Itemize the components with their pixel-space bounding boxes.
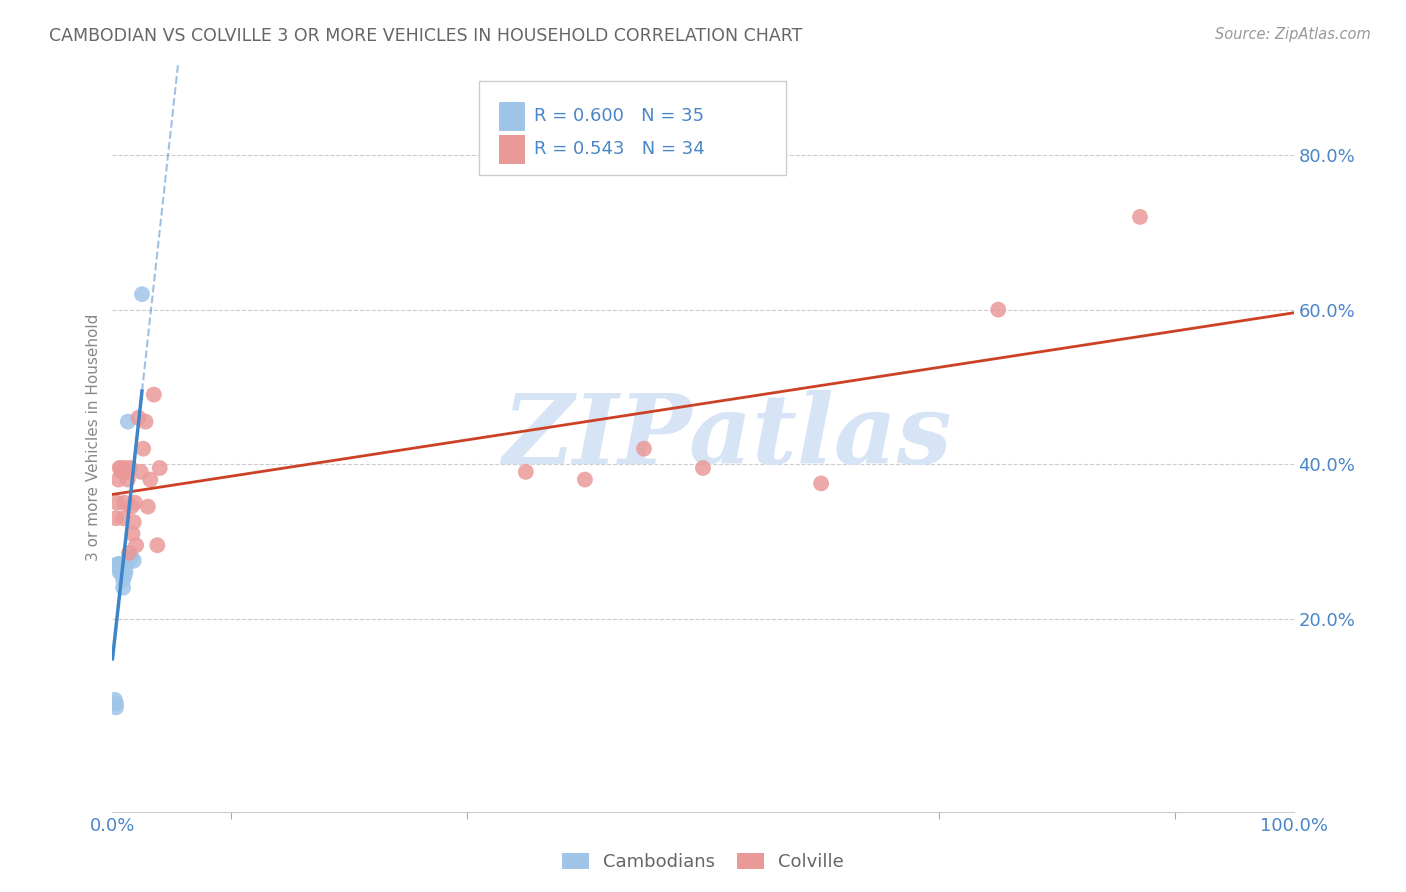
Y-axis label: 3 or more Vehicles in Household: 3 or more Vehicles in Household <box>86 313 101 561</box>
Point <box>105 511 128 525</box>
Point <box>112 561 135 575</box>
Point <box>105 496 128 510</box>
Point <box>142 387 165 401</box>
Point <box>105 558 128 572</box>
Point <box>122 515 145 529</box>
Point <box>108 558 131 572</box>
Point <box>107 473 129 487</box>
Point <box>139 473 162 487</box>
Point <box>121 526 143 541</box>
Text: ZIPatlas: ZIPatlas <box>502 390 952 484</box>
Point <box>110 561 132 575</box>
FancyBboxPatch shape <box>499 103 524 130</box>
FancyBboxPatch shape <box>478 81 786 175</box>
Legend: Cambodians, Colville: Cambodians, Colville <box>554 846 852 879</box>
Point <box>114 461 136 475</box>
Point <box>110 558 132 572</box>
Point <box>112 581 135 595</box>
Point <box>108 566 131 580</box>
Point <box>108 561 131 575</box>
Point <box>120 500 142 514</box>
Point <box>136 500 159 514</box>
Point <box>810 476 832 491</box>
Point <box>117 415 139 429</box>
Point <box>111 561 134 575</box>
Point <box>120 461 142 475</box>
Point <box>112 566 135 580</box>
Point <box>633 442 655 456</box>
Text: R = 0.600   N = 35: R = 0.600 N = 35 <box>534 107 704 126</box>
Point <box>118 546 141 560</box>
Point <box>112 573 135 587</box>
Point <box>111 465 134 479</box>
Point <box>107 558 129 572</box>
Point <box>115 558 138 572</box>
Point <box>117 473 139 487</box>
Point <box>132 442 155 456</box>
Point <box>146 538 169 552</box>
Text: R = 0.543   N = 34: R = 0.543 N = 34 <box>534 140 704 159</box>
Point <box>135 415 157 429</box>
Point <box>115 465 138 479</box>
Point <box>110 558 132 572</box>
Point <box>124 496 146 510</box>
Point <box>987 302 1010 317</box>
Point <box>574 473 596 487</box>
Point <box>108 461 131 475</box>
Point <box>114 566 136 580</box>
Point <box>129 465 152 479</box>
Point <box>120 549 142 564</box>
Point <box>125 538 148 552</box>
Point <box>107 558 129 572</box>
Point <box>118 549 141 564</box>
Point <box>122 554 145 568</box>
Point <box>111 566 134 580</box>
Text: Source: ZipAtlas.com: Source: ZipAtlas.com <box>1215 27 1371 42</box>
Point <box>111 566 134 580</box>
Point <box>105 558 128 572</box>
Point <box>105 700 128 714</box>
Point <box>692 461 714 475</box>
Point <box>104 692 127 706</box>
Point <box>110 558 132 572</box>
Point <box>112 569 135 583</box>
Point <box>105 697 128 711</box>
Point <box>107 558 129 572</box>
Text: CAMBODIAN VS COLVILLE 3 OR MORE VEHICLES IN HOUSEHOLD CORRELATION CHART: CAMBODIAN VS COLVILLE 3 OR MORE VEHICLES… <box>49 27 803 45</box>
Point <box>108 561 131 575</box>
Point <box>112 561 135 575</box>
Point <box>110 461 132 475</box>
Point <box>131 287 153 301</box>
Point <box>1129 210 1152 224</box>
Point <box>112 511 135 525</box>
Point <box>112 496 135 510</box>
Point <box>111 561 134 575</box>
Point <box>149 461 172 475</box>
FancyBboxPatch shape <box>499 135 524 163</box>
Point <box>127 410 149 425</box>
Point <box>112 561 135 575</box>
Point <box>110 561 132 575</box>
Point <box>515 465 537 479</box>
